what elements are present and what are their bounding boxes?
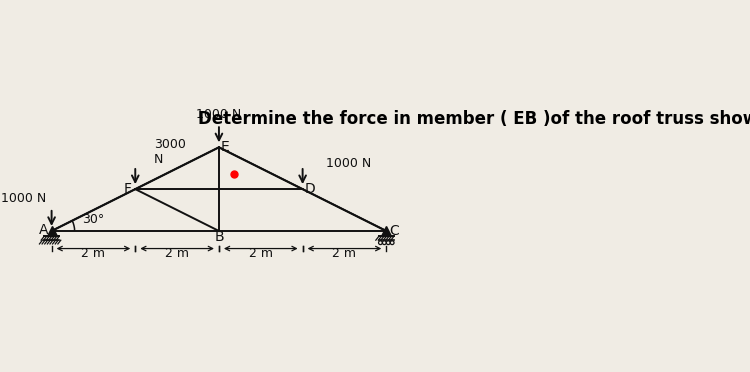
Text: E: E [220, 140, 230, 154]
Text: 1000 N: 1000 N [326, 157, 371, 170]
Text: 3000
N: 3000 N [154, 138, 186, 166]
Text: Determine the force in member ( EB )of the roof truss shown in fig: Determine the force in member ( EB )of t… [198, 110, 750, 128]
Text: C: C [389, 224, 399, 238]
Text: 1000 N: 1000 N [2, 192, 46, 205]
Text: 2 m: 2 m [82, 247, 106, 260]
Text: 2 m: 2 m [165, 247, 189, 260]
Text: F: F [124, 182, 132, 196]
Text: D: D [304, 182, 316, 196]
Text: 30°: 30° [82, 213, 104, 226]
Text: A: A [39, 223, 49, 237]
Text: 2 m: 2 m [332, 247, 356, 260]
Text: 2 m: 2 m [249, 247, 273, 260]
Text: 1000 N: 1000 N [196, 108, 242, 121]
Text: B: B [214, 230, 223, 244]
